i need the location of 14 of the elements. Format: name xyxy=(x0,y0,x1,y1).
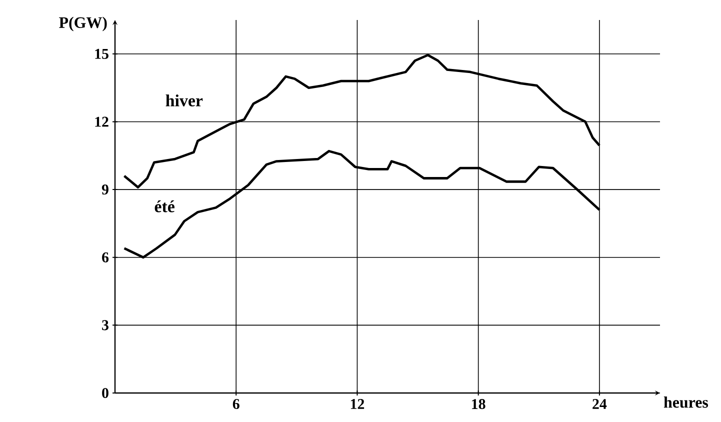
y-axis-title: P(GW) xyxy=(59,16,107,32)
y-tick-label: 12 xyxy=(95,116,108,127)
x-tick-label: 6 xyxy=(232,399,240,410)
series-label: hiver xyxy=(166,94,203,106)
y-tick-label: 15 xyxy=(95,48,108,59)
x-tick-label: 18 xyxy=(472,399,486,410)
series-label: été xyxy=(154,200,174,212)
y-tick-label: 6 xyxy=(102,252,109,262)
x-tick-label: 24 xyxy=(592,399,607,409)
x-tick-label: 12 xyxy=(350,399,364,409)
y-tick-label: 3 xyxy=(102,320,108,330)
y-tick-label: 9 xyxy=(102,184,108,195)
y-tick-label: 0 xyxy=(102,388,108,398)
x-axis-title: heures xyxy=(664,396,708,408)
